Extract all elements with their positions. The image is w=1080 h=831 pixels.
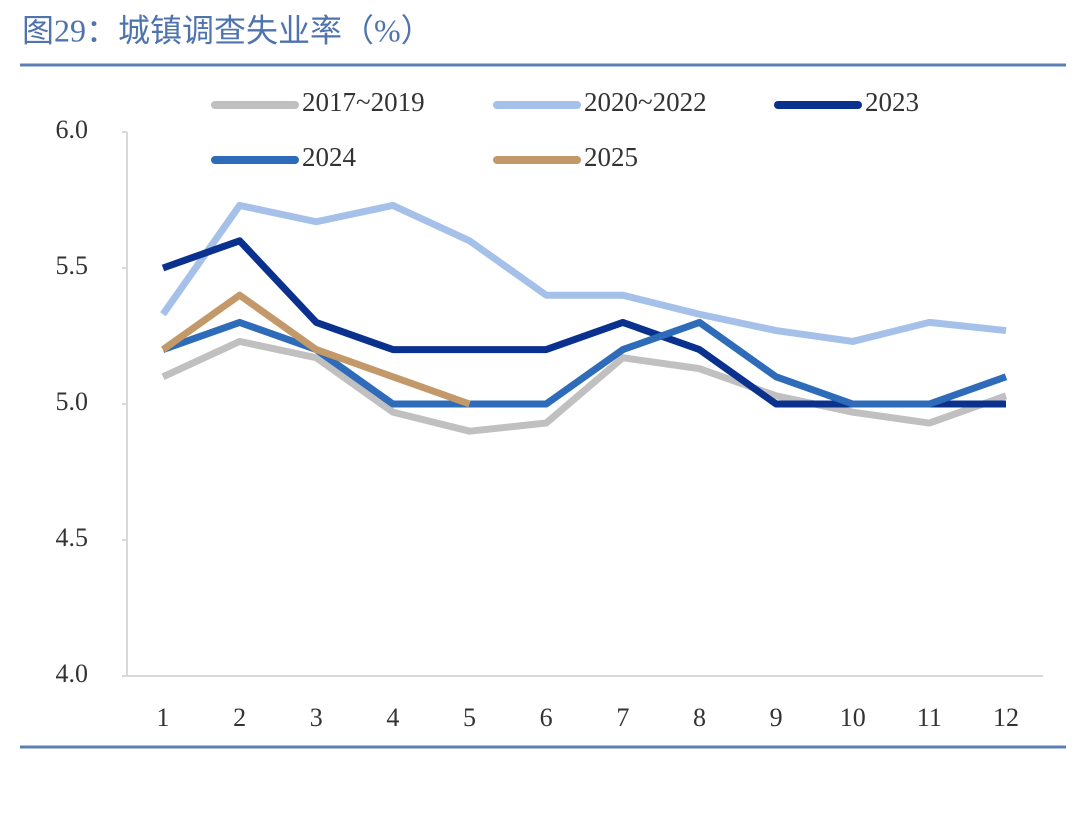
x-tick-label: 1	[157, 703, 170, 732]
y-tick-label: 5.5	[56, 251, 89, 280]
series-line	[161, 337, 1008, 435]
x-tick-label: 7	[616, 703, 629, 732]
legend-label: 2017~2019	[302, 87, 425, 117]
legend-label: 2024	[302, 142, 357, 172]
x-tick-label: 5	[463, 703, 476, 732]
x-tick-label: 3	[310, 703, 323, 732]
y-tick-label: 5.0	[56, 387, 89, 416]
legend-label: 2020~2022	[584, 87, 707, 117]
series-line	[161, 318, 1008, 408]
y-tick-label: 4.0	[56, 659, 89, 688]
y-tick-label: 6.0	[56, 115, 89, 144]
x-tick-label: 12	[993, 703, 1019, 732]
y-tick-label: 4.5	[56, 523, 89, 552]
x-tick-label: 9	[770, 703, 783, 732]
x-tick-label: 8	[693, 703, 706, 732]
x-tick-label: 2	[233, 703, 246, 732]
x-tick-label: 4	[386, 703, 399, 732]
chart-title: 图29：城镇调查失业率（%）	[22, 12, 433, 48]
legend-label: 2023	[865, 87, 919, 117]
x-tick-label: 10	[840, 703, 866, 732]
series-line	[160, 201, 1007, 345]
x-tick-label: 6	[540, 703, 553, 732]
legend-label: 2025	[584, 142, 638, 172]
series-line	[160, 291, 471, 408]
x-tick-label: 11	[917, 703, 942, 732]
